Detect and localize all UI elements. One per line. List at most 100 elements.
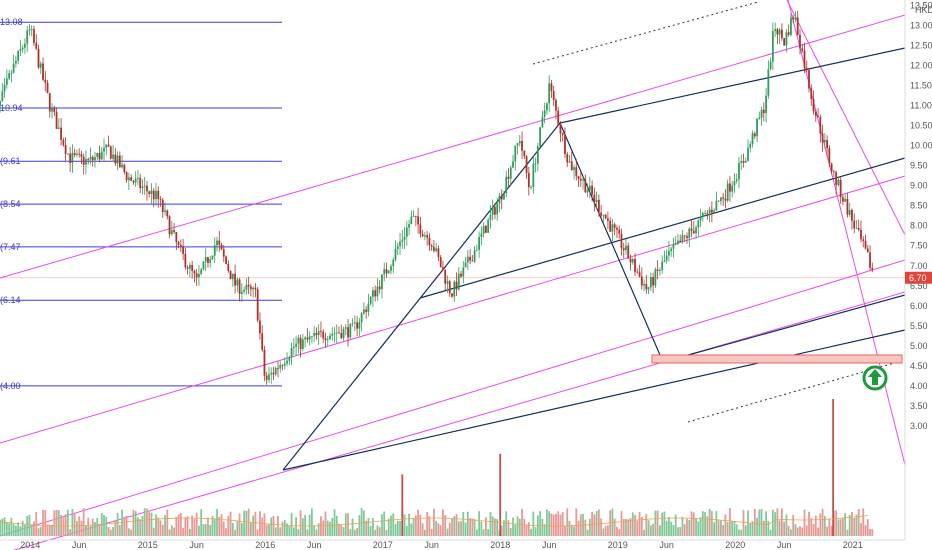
candle-body	[211, 255, 214, 260]
volume-bar	[141, 516, 144, 536]
candle-body	[164, 210, 166, 213]
volume-bar	[643, 529, 645, 536]
volume-bar	[756, 517, 758, 536]
candle-body	[356, 322, 358, 329]
volume-bar	[243, 510, 246, 536]
volume-bar	[616, 526, 618, 536]
candle-body	[638, 272, 641, 277]
volume-bar	[469, 518, 471, 536]
volume-bar	[525, 524, 528, 536]
candle-body	[186, 267, 189, 269]
candle-body	[464, 262, 467, 268]
volume-bar	[166, 509, 169, 536]
y-tick-label: 11.50	[910, 81, 932, 91]
candle-body	[805, 67, 808, 71]
candle-body	[460, 273, 462, 277]
candle-body	[279, 364, 282, 369]
candle-body	[688, 228, 691, 239]
candle-body	[270, 372, 273, 375]
volume-bar	[781, 508, 783, 536]
candle-body	[46, 82, 49, 94]
candle-body	[188, 264, 191, 269]
candle-body	[116, 155, 119, 164]
candle-body	[225, 256, 227, 264]
volume-bar	[634, 515, 636, 536]
volume-bar	[808, 511, 810, 536]
volume-bar	[629, 518, 632, 536]
volume-bar	[686, 518, 688, 536]
volume-bar	[690, 511, 693, 536]
volume-bar	[64, 514, 67, 536]
x-tick-label: 2019	[608, 540, 628, 550]
volume-bar	[286, 523, 288, 536]
volume-bar	[548, 511, 551, 536]
candle-body	[837, 179, 840, 185]
candle-body	[507, 176, 510, 179]
volume-bar	[73, 513, 76, 536]
candle-body	[134, 178, 137, 183]
candle-body	[600, 212, 603, 216]
candle-body	[353, 322, 356, 324]
candle-body	[3, 84, 6, 92]
candle-body	[448, 281, 451, 294]
candle-body	[130, 177, 133, 181]
volume-bar	[17, 522, 20, 536]
volume-bar	[5, 522, 8, 536]
volume-bar	[137, 517, 139, 536]
x-tick-label: Jun	[659, 540, 674, 550]
candle-body	[428, 237, 431, 246]
candle-body	[819, 117, 822, 134]
volume-bar	[274, 527, 277, 536]
candle-body	[320, 330, 322, 332]
volume-bar	[55, 509, 58, 536]
volume-bar	[726, 522, 729, 536]
volume-bar	[516, 516, 519, 536]
candle-body	[372, 290, 374, 297]
volume-bar	[103, 515, 105, 536]
volume-bar	[668, 516, 670, 536]
volume-bar	[864, 525, 867, 536]
x-tick-label: 2014	[20, 540, 40, 550]
candle-body	[826, 140, 828, 149]
volume-bar	[186, 516, 189, 536]
candle-body	[12, 63, 15, 73]
candle-body	[699, 216, 702, 221]
candle-body	[392, 259, 395, 267]
volume-bar	[638, 511, 641, 536]
volume-bar	[647, 520, 650, 536]
volume-bar	[541, 518, 544, 536]
volume-bar	[392, 513, 395, 536]
candle-body	[369, 296, 372, 304]
volume-bar	[866, 519, 869, 536]
candle-body	[98, 153, 101, 160]
volume-bar	[683, 524, 686, 536]
candle-body	[566, 153, 569, 163]
candle-body	[747, 147, 749, 161]
volume-bar	[823, 515, 826, 536]
volume-bar	[200, 509, 203, 536]
volume-bar	[735, 524, 738, 536]
candle-body	[869, 252, 871, 268]
volume-bar	[491, 516, 494, 536]
volume-bar	[871, 529, 874, 536]
volume-bar	[530, 528, 532, 536]
volume-bar	[484, 517, 487, 536]
candle-body	[157, 190, 160, 200]
volume-bar	[455, 514, 458, 536]
candle-body	[414, 215, 417, 217]
volume-bar	[588, 518, 591, 536]
volume-bar	[191, 515, 194, 536]
candle-body	[252, 287, 255, 290]
candle-body	[435, 248, 438, 251]
volume-bar	[179, 512, 182, 536]
candle-body	[322, 331, 325, 339]
volume-bar	[132, 509, 135, 536]
volume-bar	[211, 516, 214, 536]
candle-body	[530, 187, 532, 188]
candle-body	[613, 224, 616, 228]
volume-bar	[442, 509, 444, 536]
volume-bar	[625, 519, 627, 536]
candle-body	[290, 348, 293, 358]
volume-bar	[259, 511, 261, 536]
volume-bar	[722, 524, 725, 536]
